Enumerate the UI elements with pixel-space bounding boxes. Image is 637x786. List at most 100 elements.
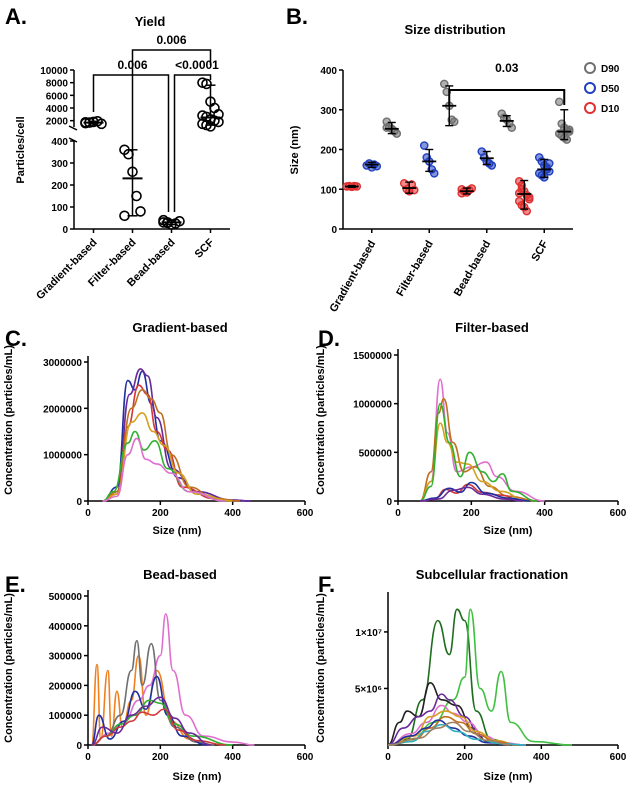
ylabel-f: Concentration (particles/mL) — [315, 593, 327, 743]
b-y-tick-label: 300 — [320, 106, 337, 117]
c-y-tick-label: 1000000 — [43, 451, 82, 462]
d-x-tick-label: 600 — [610, 508, 627, 519]
b-category-label: Bead-based — [452, 239, 494, 299]
a-sig-label: <0.0001 — [175, 58, 219, 72]
f-x-tick-label: 0 — [385, 752, 391, 763]
c-x-tick-label: 600 — [297, 508, 314, 519]
a-data-point — [131, 190, 142, 202]
b-y-tick-label: 400 — [320, 66, 337, 77]
d-y-tick-label: 1500000 — [353, 351, 392, 362]
d-y-tick-label: 0 — [386, 497, 392, 508]
a-data-point — [174, 216, 185, 227]
title-yield: Yield — [135, 14, 166, 29]
f-series-line — [387, 682, 511, 746]
c-y-tick-label: 0 — [76, 497, 82, 508]
e-series-line — [91, 708, 226, 746]
legend-label-d50: D50 — [601, 84, 620, 95]
c-y-tick-label: 3000000 — [43, 358, 82, 369]
a-y-tick-label: 8000 — [46, 79, 69, 90]
b-data-point-d50 — [544, 159, 554, 168]
legend-label-d90: D90 — [601, 64, 620, 75]
e-series-line — [91, 696, 212, 746]
f-x-tick-label: 600 — [610, 752, 627, 763]
panel-label-d: D. — [318, 326, 340, 351]
b-data-point-d50 — [372, 161, 382, 171]
e-y-tick-label: 200000 — [49, 681, 83, 692]
d-series-line — [419, 378, 545, 502]
e-y-tick-label: 500000 — [49, 592, 83, 603]
d-x-tick-label: 200 — [463, 508, 480, 519]
ylabel-c: Concentration (particles/mL) — [3, 345, 15, 495]
chart-marks: 0100200300400200040006000800010000Gradie… — [34, 33, 627, 763]
c-x-tick-label: 400 — [224, 508, 241, 519]
c-series-line — [102, 437, 226, 502]
legend-b: D90 D50 D10 — [584, 62, 620, 115]
a-y-tick-label: 4000 — [46, 104, 69, 115]
d-x-tick-label: 0 — [395, 508, 401, 519]
f-x-tick-label: 200 — [456, 752, 473, 763]
panel-label-f: F. — [318, 572, 335, 597]
a-data-point — [135, 206, 146, 217]
title-bead-based: Bead-based — [143, 567, 217, 582]
a-axis-break-mark — [68, 125, 78, 131]
c-x-tick-label: 200 — [152, 508, 169, 519]
a-category-label: Gradient-based — [34, 237, 100, 303]
xlabel-d: Size (nm) — [484, 525, 533, 537]
e-series-line — [91, 639, 215, 746]
b-sig-label: 0.03 — [495, 61, 519, 75]
b-category-label: SCF — [529, 238, 551, 263]
d-x-tick-label: 400 — [536, 508, 553, 519]
ylabel-b: Size (nm) — [289, 125, 301, 174]
a-y-tick-label: 100 — [51, 203, 68, 214]
title-subcellular-fractionation: Subcellular fractionation — [416, 567, 568, 582]
c-x-tick-label: 0 — [85, 508, 91, 519]
b-data-point-d90 — [554, 97, 564, 107]
c-y-tick-label: 2000000 — [43, 404, 82, 415]
xlabel-c: Size (nm) — [153, 525, 202, 537]
a-sig-bracket — [92, 74, 170, 212]
a-axis-break-mark — [68, 137, 78, 143]
panel-label-a: A. — [5, 4, 27, 29]
panel-label-c: C. — [5, 326, 27, 351]
d-y-tick-label: 500000 — [359, 448, 393, 459]
b-data-point-d50 — [487, 161, 497, 170]
a-y-tick-label: 300 — [51, 159, 68, 170]
b-y-tick-label: 0 — [331, 225, 337, 236]
panel-label-e: E. — [5, 572, 26, 597]
a-y-tick-label: 200 — [51, 181, 68, 192]
b-category-label: Gradient-based — [328, 239, 379, 315]
e-y-tick-label: 400000 — [49, 622, 83, 633]
legend-marker-d50 — [584, 82, 596, 94]
a-y-tick-label: 6000 — [46, 91, 69, 102]
title-filter-based: Filter-based — [455, 320, 529, 335]
f-x-tick-label: 400 — [533, 752, 550, 763]
d-y-tick-label: 1000000 — [353, 400, 392, 411]
f-y-tick-label: 5×10⁶ — [355, 684, 382, 695]
e-y-tick-label: 300000 — [49, 652, 83, 663]
a-data-point — [201, 78, 212, 90]
e-x-tick-label: 0 — [85, 752, 91, 763]
f-series-line — [387, 608, 573, 746]
e-x-tick-label: 400 — [224, 752, 241, 763]
a-sig-bracket — [173, 74, 212, 212]
ylabel-d: Concentration (particles/mL) — [315, 345, 327, 495]
a-y-tick-label: 10000 — [40, 66, 68, 77]
e-x-tick-label: 200 — [152, 752, 169, 763]
xlabel-f: Size (nm) — [484, 771, 533, 783]
e-y-tick-label: 100000 — [49, 711, 83, 722]
b-data-point-d90 — [507, 123, 517, 132]
f-series-line — [387, 719, 511, 746]
a-y-tick-label: 400 — [51, 137, 68, 148]
b-data-point-d90 — [449, 117, 459, 126]
d-series-line — [419, 486, 523, 502]
legend-marker-d90 — [584, 62, 596, 74]
a-sig-label: 0.006 — [156, 33, 186, 47]
ylabel-e: Concentration (particles/mL) — [3, 593, 15, 743]
e-y-tick-label: 0 — [76, 741, 82, 752]
f-y-tick-label: 1×10⁷ — [355, 628, 382, 639]
b-y-tick-label: 200 — [320, 146, 337, 157]
f-series-line — [387, 721, 511, 746]
b-data-point-d50 — [419, 141, 429, 150]
title-size-distribution: Size distribution — [404, 22, 505, 37]
a-category-label: SCF — [193, 236, 217, 260]
